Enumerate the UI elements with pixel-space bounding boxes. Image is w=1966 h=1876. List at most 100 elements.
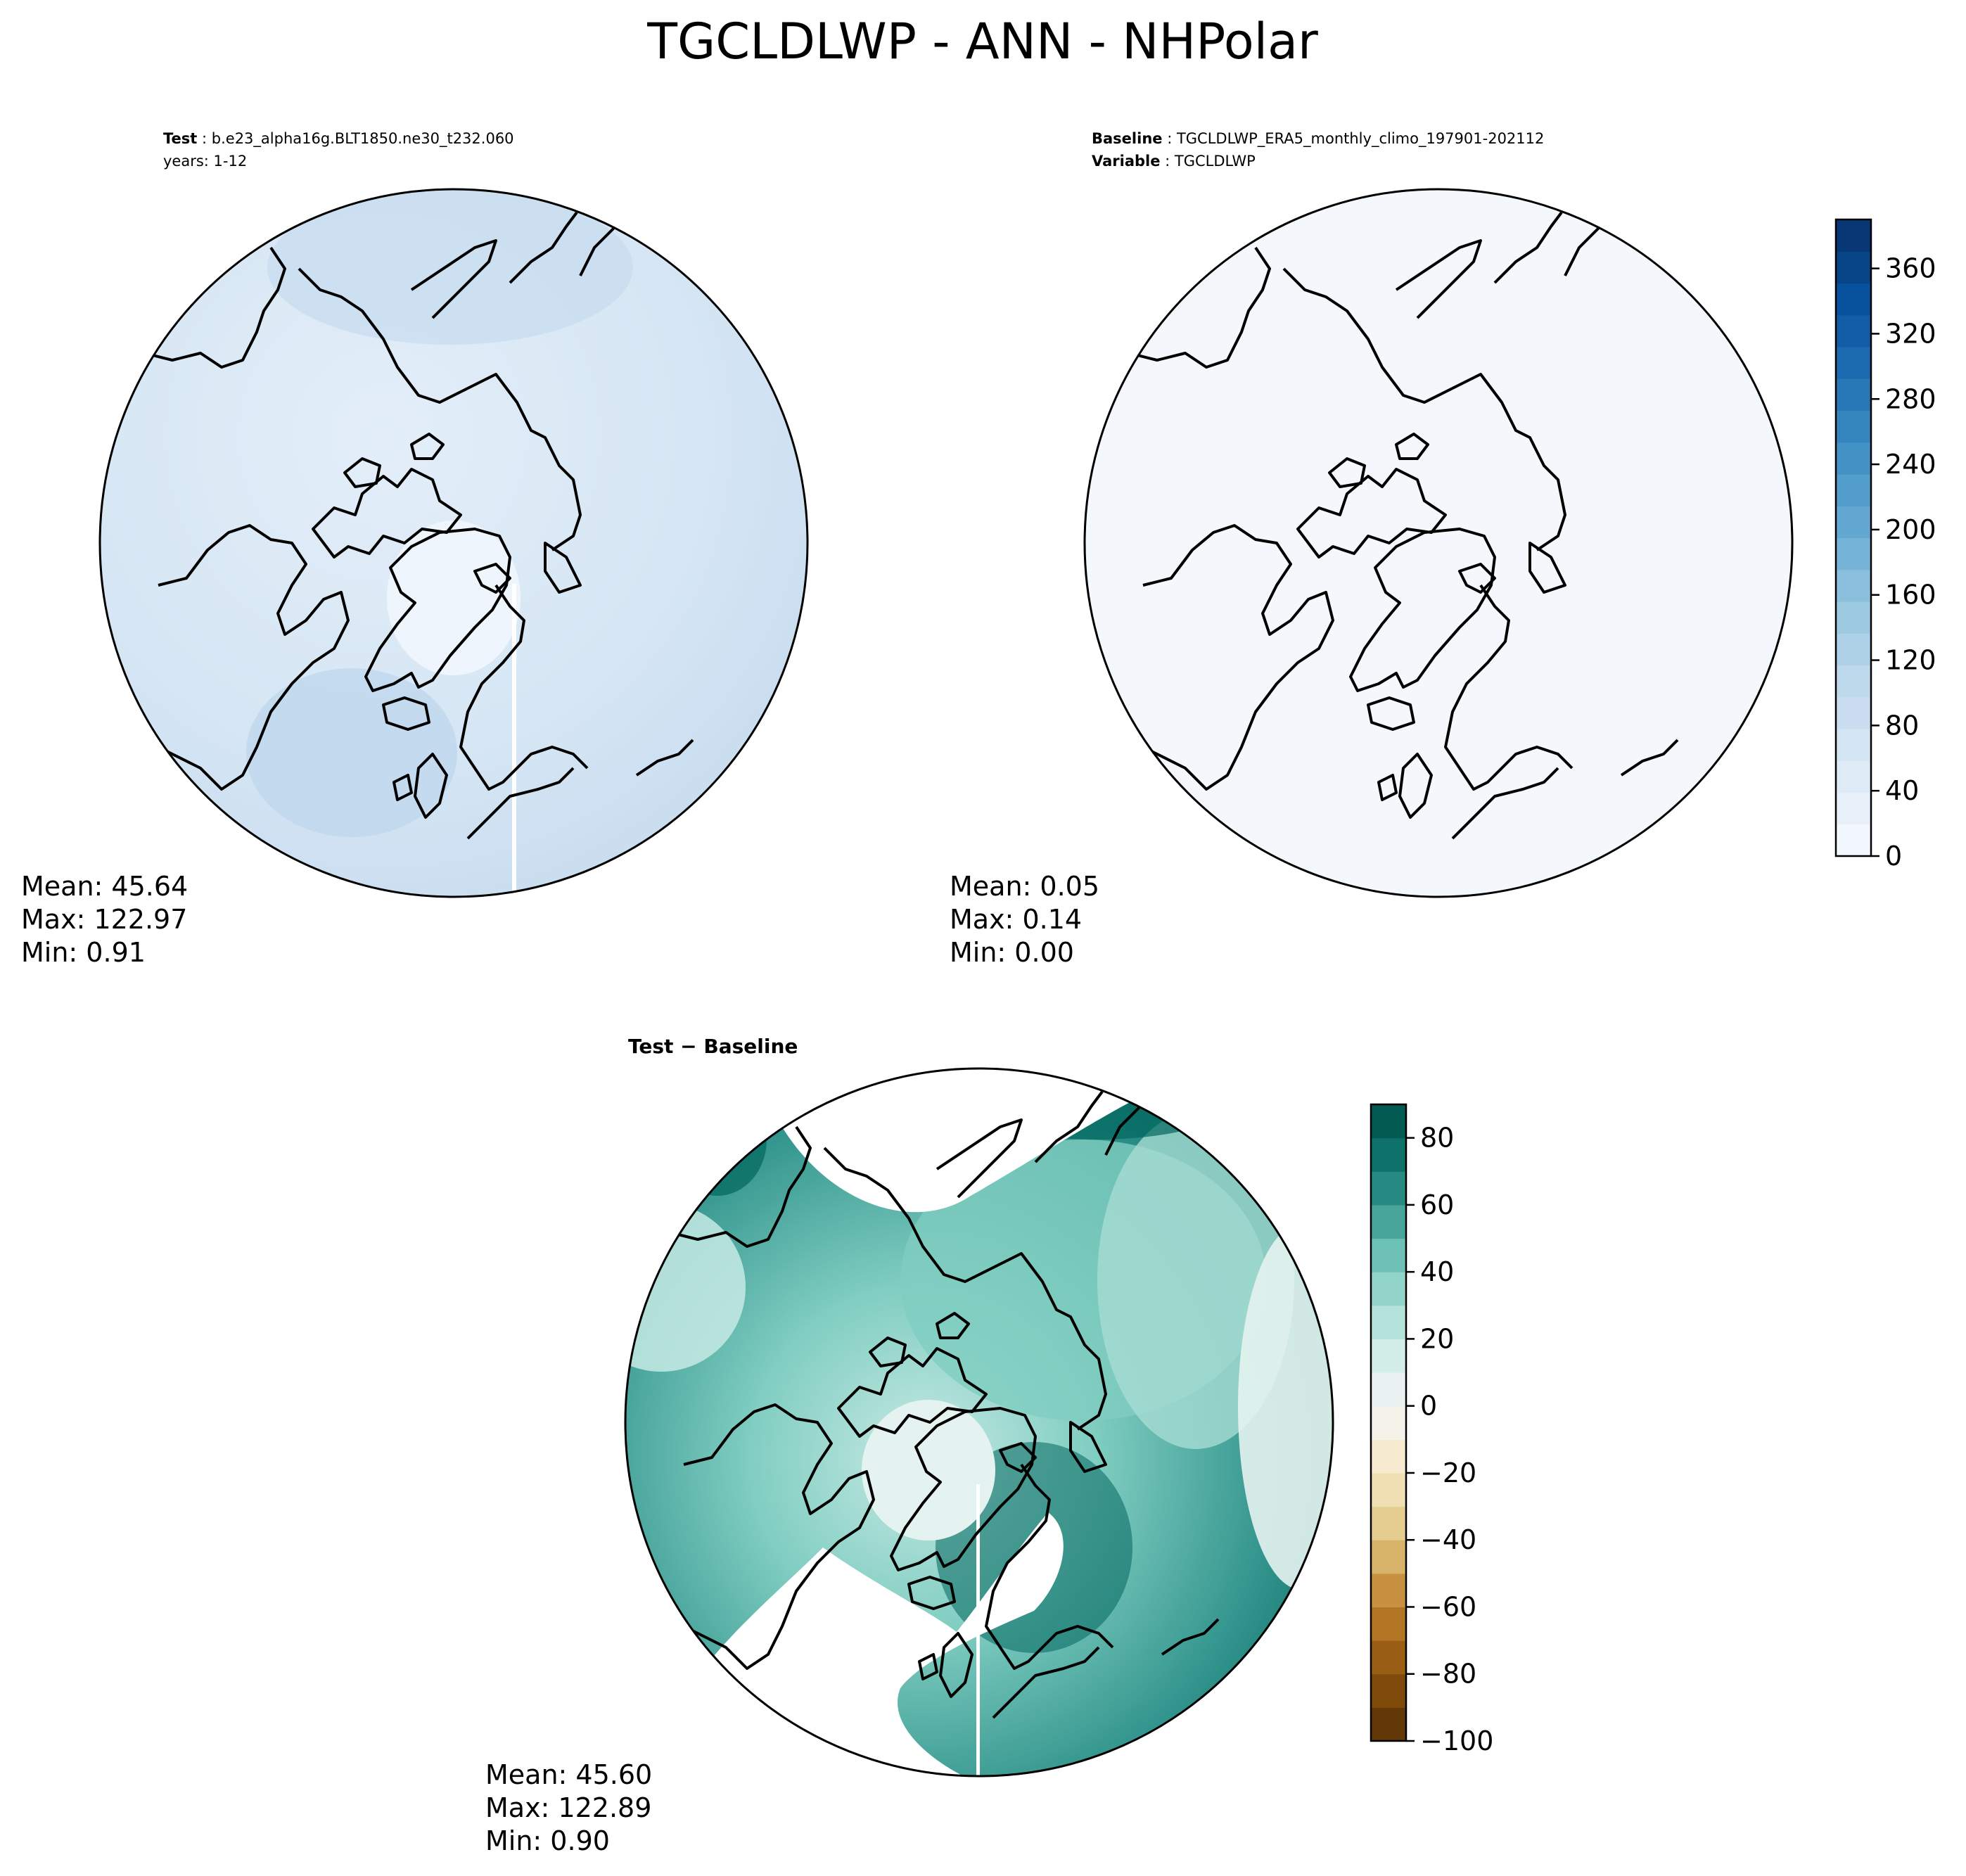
diff-colorbar: 80 60 40 20 0 −20 −40 −60 −80 −100: [1370, 1103, 1493, 1756]
main-colorbar-tick-label: 200: [1885, 514, 1936, 545]
diff-colorbar-band: [1371, 1372, 1406, 1407]
baseline-header: Baseline : TGCLDLWP_ERA5_monthly_climo_1…: [1092, 130, 1544, 148]
diff-colorbar-band: [1371, 1405, 1406, 1440]
baseline-header-key: Baseline: [1092, 130, 1163, 147]
main-colorbar-tick-label: 0: [1885, 841, 1902, 872]
main-colorbar-band: [1836, 378, 1871, 411]
diff-colorbar-tick-label: −100: [1420, 1725, 1493, 1756]
baseline-map-border: [1083, 188, 1794, 898]
main-colorbar-band: [1836, 442, 1871, 475]
main-colorbar-frame: [1834, 218, 1872, 857]
main-colorbar-band: [1836, 410, 1871, 443]
diff-colorbar-band: [1371, 1607, 1406, 1641]
diff-map-border: [624, 1067, 1334, 1778]
diff-missing-atlantic: [710, 1512, 1064, 1776]
main-colorbar-tick-label: 320: [1885, 318, 1936, 349]
main-colorbar-band: [1836, 251, 1871, 284]
main-colorbar-tick-label: 360: [1885, 253, 1936, 284]
diff-stat-max: Max: 122.89: [485, 1792, 651, 1823]
main-colorbar-ticks: 0 40 80 120 160 200 240 280 320 360: [1871, 253, 1936, 872]
main-colorbar-band: [1836, 601, 1871, 634]
main-colorbar-tick-label: 240: [1885, 449, 1936, 480]
main-colorbar-band: [1836, 347, 1871, 379]
baseline-stat-mean: Mean: 0.05: [950, 871, 1099, 902]
test-subheader: years: 1-12: [163, 153, 247, 170]
main-colorbar-band: [1836, 474, 1871, 506]
diff-colorbar-tick-label: 20: [1420, 1323, 1454, 1354]
main-colorbar-tick-label: 80: [1885, 710, 1919, 741]
diff-colorbar-band: [1371, 1439, 1406, 1474]
diff-colorbar-band: [1371, 1137, 1406, 1172]
test-map: [98, 188, 809, 898]
main-colorbar-band: [1836, 633, 1871, 666]
diff-colorbar-bands: [1371, 1104, 1406, 1742]
diff-colorbar-tick-label: −80: [1420, 1659, 1476, 1690]
diff-colorbar-band: [1371, 1305, 1406, 1340]
main-colorbar-band: [1836, 729, 1871, 761]
test-header: Test : b.e23_alpha16g.BLT1850.ne30_t232.…: [163, 130, 514, 148]
diff-colorbar-tick-label: 80: [1420, 1123, 1454, 1154]
main-colorbar-tick-label: 40: [1885, 775, 1919, 806]
diff-colorbar-tick-label: 40: [1420, 1256, 1454, 1287]
diff-map: [624, 1067, 1334, 1778]
test-header-sep: :: [197, 130, 211, 147]
diff-colorbar-band: [1371, 1573, 1406, 1608]
diff-colorbar-band: [1371, 1540, 1406, 1574]
diff-colorbar-band: [1371, 1272, 1406, 1306]
diff-colorbar-band: [1371, 1339, 1406, 1373]
main-colorbar-band: [1836, 792, 1871, 825]
baseline-stat-min: Min: 0.00: [950, 937, 1074, 968]
diff-panel: Test − Baseline Mean: 45.60 Max:: [485, 1035, 1334, 1856]
baseline-header-sep: :: [1163, 130, 1177, 147]
baseline-map-fill: [1085, 189, 1792, 897]
diff-colorbar-band: [1371, 1506, 1406, 1540]
test-missing-seam: [512, 584, 516, 897]
baseline-panel: Baseline : TGCLDLWP_ERA5_monthly_climo_1…: [950, 130, 1794, 968]
main-colorbar-band: [1836, 283, 1871, 316]
main-colorbar-tick-label: 120: [1885, 645, 1936, 676]
main-colorbar-tick-label: 280: [1885, 383, 1936, 414]
diff-colorbar-tick-label: −40: [1420, 1524, 1476, 1555]
baseline-subheader-sep: :: [1160, 153, 1174, 170]
test-header-key: Test: [163, 130, 197, 147]
baseline-subheader-key: Variable: [1092, 153, 1160, 170]
diff-colorbar-band: [1371, 1673, 1406, 1708]
test-stat-mean: Mean: 45.64: [21, 871, 188, 902]
baseline-stat-max: Max: 0.14: [950, 904, 1082, 935]
diff-colorbar-band: [1371, 1238, 1406, 1272]
diff-colorbar-band: [1371, 1707, 1406, 1742]
baseline-header-value: TGCLDLWP_ERA5_monthly_climo_197901-20211…: [1176, 130, 1544, 148]
main-colorbar-band: [1836, 314, 1871, 347]
diff-colorbar-tick-label: −60: [1420, 1591, 1476, 1622]
diff-missing-seam: [976, 1484, 980, 1776]
diff-colorbar-band: [1371, 1204, 1406, 1239]
test-map-border: [98, 188, 809, 898]
diff-stat-min: Min: 0.90: [485, 1825, 610, 1856]
test-header-value: b.e23_alpha16g.BLT1850.ne30_t232.060: [212, 130, 514, 148]
main-colorbar-band: [1836, 696, 1871, 729]
diff-title: Test − Baseline: [628, 1035, 798, 1058]
main-colorbar: 0 40 80 120 160 200 240 280 320 360: [1834, 218, 1936, 872]
diff-colorbar-tick-label: −20: [1420, 1457, 1476, 1488]
main-colorbar-tick-label: 160: [1885, 580, 1936, 611]
diff-colorbar-ticks: 80 60 40 20 0 −20 −40 −60 −80 −100: [1406, 1123, 1493, 1756]
diff-colorbar-band: [1371, 1171, 1406, 1206]
main-colorbar-bands: [1836, 219, 1871, 857]
main-colorbar-band: [1836, 569, 1871, 602]
main-colorbar-band: [1836, 219, 1871, 252]
baseline-map: [1083, 188, 1794, 898]
main-colorbar-band: [1836, 506, 1871, 539]
diff-colorbar-tick-label: 60: [1420, 1189, 1454, 1220]
diff-colorbar-band: [1371, 1472, 1406, 1507]
test-stat-min: Min: 0.91: [21, 937, 146, 968]
diff-colorbar-band: [1371, 1640, 1406, 1675]
main-colorbar-band: [1836, 824, 1871, 857]
diff-stat-mean: Mean: 45.60: [485, 1759, 652, 1790]
diff-colorbar-band: [1371, 1104, 1406, 1139]
test-panel: Test : b.e23_alpha16g.BLT1850.ne30_t232.…: [21, 130, 809, 968]
main-colorbar-band: [1836, 665, 1871, 698]
main-colorbar-band: [1836, 537, 1871, 570]
main-colorbar-band: [1836, 760, 1871, 793]
baseline-subheader: Variable : TGCLDLWP: [1092, 153, 1256, 170]
